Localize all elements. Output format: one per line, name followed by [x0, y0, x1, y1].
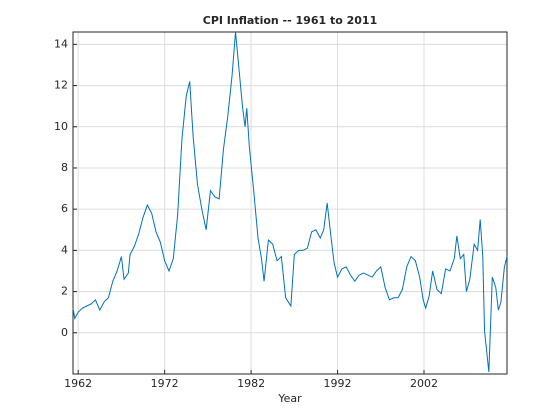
x-axis-label: Year	[277, 392, 302, 405]
x-tick-label: 1972	[151, 377, 179, 390]
y-tick-label: 2	[61, 285, 68, 298]
x-tick-label: 2002	[410, 377, 438, 390]
y-tick-label: 4	[61, 243, 68, 256]
axes-box	[72, 31, 508, 375]
x-tick-label: 1992	[324, 377, 352, 390]
y-tick-label: 14	[54, 37, 68, 50]
chart-title: CPI Inflation -- 1961 to 2011	[203, 14, 377, 27]
y-tick-label: 10	[54, 120, 68, 133]
y-tick-label: 0	[61, 326, 68, 339]
y-tick-label: 6	[61, 202, 68, 215]
y-tick-label: 8	[61, 161, 68, 174]
x-tick-label: 1962	[64, 377, 92, 390]
y-tick-label: 12	[54, 79, 68, 92]
data-line	[72, 31, 508, 372]
x-tick-label: 1982	[237, 377, 265, 390]
